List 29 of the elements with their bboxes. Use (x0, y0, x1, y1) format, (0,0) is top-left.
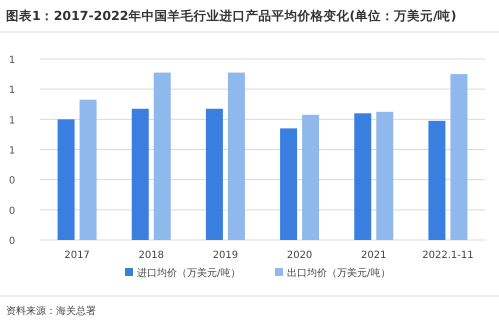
x-tick-label: 2020 (286, 250, 312, 261)
bar (58, 119, 75, 240)
legend-label: 出口均价（万美元/吨） (287, 267, 390, 279)
bar (428, 120, 446, 240)
bar (280, 128, 298, 240)
y-tick-label: 1 (8, 146, 16, 156)
y-tick-label: 1 (8, 85, 16, 96)
bar (154, 72, 171, 240)
x-tick-label: 2021 (361, 250, 386, 261)
bar (302, 114, 320, 240)
x-tick-label: 2022.1-11 (422, 250, 474, 261)
y-tick-label: 1 (8, 115, 16, 126)
text: 资料来源：海关总署 (6, 305, 96, 317)
chart-title: 图表1：2017-2022年中国羊毛行业进口产品平均价格变化(单位：万美元/吨) (6, 8, 456, 23)
bar (206, 108, 223, 240)
bar (228, 72, 245, 240)
bar (132, 108, 149, 240)
legend-label: 进口均价（万美元/吨） (137, 267, 240, 279)
y-tick-label: 0 (8, 236, 16, 247)
y-tick-label: 0 (8, 176, 16, 187)
bar (376, 112, 394, 240)
x-tick-label: 2017 (64, 250, 90, 261)
bar (80, 100, 97, 240)
y-tick-label: 1 (8, 55, 16, 66)
bar (354, 113, 372, 240)
y-tick-label: 0 (8, 206, 16, 217)
x-tick-label: 2019 (212, 250, 238, 261)
bar (450, 74, 468, 240)
x-tick-label: 2018 (138, 250, 164, 261)
